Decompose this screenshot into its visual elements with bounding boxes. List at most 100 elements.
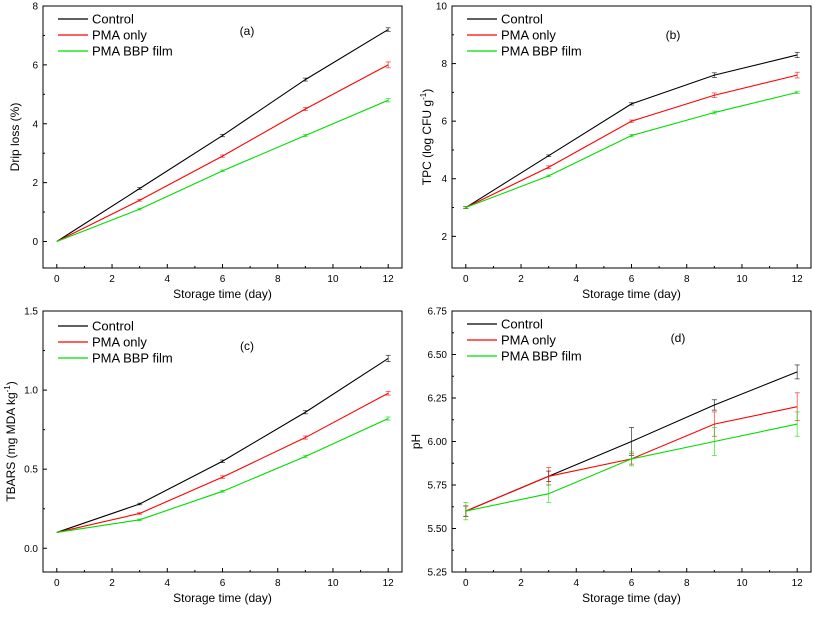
y-tick-label: 0.0 xyxy=(24,544,38,555)
y-tick-label: 6.50 xyxy=(428,350,448,361)
error-bar xyxy=(385,390,391,396)
error-bar xyxy=(629,119,634,123)
legend-label: Control xyxy=(501,12,543,27)
error-bar xyxy=(302,435,308,440)
x-tick-label: 2 xyxy=(518,578,524,589)
series-pma-bbp-film xyxy=(463,90,800,209)
error-bar xyxy=(463,501,469,521)
error-bar xyxy=(385,61,391,69)
error-bar xyxy=(220,475,225,479)
error-bar xyxy=(546,154,552,157)
y-tick-label: 1.0 xyxy=(24,386,38,397)
x-tick-label: 0 xyxy=(54,578,60,589)
x-tick-label: 12 xyxy=(383,274,395,285)
y-tick-label: 2 xyxy=(32,178,38,189)
legend-label: PMA only xyxy=(501,333,556,348)
x-tick-label: 2 xyxy=(109,274,115,285)
x-tick-label: 12 xyxy=(792,274,804,285)
x-axis-title: Storage time (day) xyxy=(173,287,272,301)
legend-label: PMA BBP film xyxy=(92,44,173,59)
y-tick-label: 6 xyxy=(441,117,447,128)
error-bar xyxy=(302,133,308,138)
panel-label: (b) xyxy=(666,28,681,42)
error-bar xyxy=(794,90,800,94)
error-bar xyxy=(302,77,308,82)
series-line xyxy=(465,74,798,209)
error-bar xyxy=(711,427,717,456)
error-bar xyxy=(546,165,552,170)
legend-label: PMA BBP film xyxy=(92,351,173,366)
x-tick-label: 2 xyxy=(518,274,524,285)
x-tick-label: 0 xyxy=(463,578,469,589)
legend-label: PMA BBP film xyxy=(501,349,582,364)
error-bar xyxy=(302,107,308,111)
error-bar xyxy=(137,502,143,506)
error-bar xyxy=(385,27,391,32)
error-bar xyxy=(711,110,717,115)
series-pma-bbp-film xyxy=(56,416,391,533)
x-axis-title: Storage time (day) xyxy=(582,591,681,605)
legend-label: Control xyxy=(92,319,134,334)
series-line xyxy=(56,64,389,243)
x-tick-label: 4 xyxy=(164,578,170,589)
x-tick-label: 8 xyxy=(275,274,281,285)
legend-label: PMA only xyxy=(92,335,147,350)
error-bar xyxy=(220,154,225,158)
chart-panel-c: 0 2 4 6 8 10 12 0.0 0.5 1.0 1.5 Storage time (day) T… xyxy=(3,307,403,605)
error-bar xyxy=(302,454,308,459)
error-bar xyxy=(137,207,143,211)
y-tick-label: 0.5 xyxy=(24,465,38,476)
x-tick-label: 8 xyxy=(275,578,281,589)
y-tick-label: 2 xyxy=(441,232,447,243)
chart-panel-d: 0 2 4 6 8 10 12 5.25 5.50 5.75 6.00 6.25 6.50 6.75 Sto… xyxy=(409,307,812,605)
error-bar xyxy=(629,134,634,138)
x-tick-label: 4 xyxy=(573,578,579,589)
error-bar xyxy=(220,133,225,138)
x-tick-label: 8 xyxy=(684,274,690,285)
y-tick-label: 4 xyxy=(32,119,38,130)
y-tick-label: 4 xyxy=(441,174,447,185)
error-bar xyxy=(629,427,634,456)
error-bar xyxy=(794,51,800,58)
series-pma-bbp-film xyxy=(463,411,800,521)
x-tick-label: 6 xyxy=(629,578,635,589)
y-tick-label: 10 xyxy=(436,2,448,13)
y-tick-label: 6.00 xyxy=(428,437,448,448)
x-tick-label: 0 xyxy=(54,274,60,285)
y-tick-label: 5.75 xyxy=(428,481,448,492)
y-tick-label: 8 xyxy=(32,2,38,13)
x-tick-label: 12 xyxy=(383,578,395,589)
series-control xyxy=(463,51,800,209)
error-bar xyxy=(220,489,225,493)
y-axis-title: pH xyxy=(409,434,423,449)
x-tick-label: 6 xyxy=(220,578,226,589)
panel-label: (c) xyxy=(240,339,254,353)
series-line xyxy=(465,91,798,209)
y-tick-label: 0 xyxy=(32,237,38,248)
series-pma-only xyxy=(56,390,391,533)
y-axis-title: Drip loss (%) xyxy=(8,103,22,172)
x-tick-label: 10 xyxy=(327,274,339,285)
y-axis-title: TPC (log CFU g-1) xyxy=(419,89,434,185)
x-tick-label: 2 xyxy=(109,578,115,589)
series-pma-bbp-film xyxy=(56,98,391,243)
x-tick-label: 6 xyxy=(629,274,635,285)
error-bar xyxy=(794,71,800,79)
series-control xyxy=(463,364,800,517)
error-bar xyxy=(629,102,634,106)
error-bar xyxy=(546,174,552,178)
error-bar xyxy=(137,187,143,190)
panel-label: (d) xyxy=(671,331,686,345)
series-line xyxy=(465,54,798,209)
error-bar xyxy=(546,484,552,503)
legend-label: Control xyxy=(501,317,543,332)
x-tick-label: 10 xyxy=(736,578,748,589)
x-tick-label: 4 xyxy=(164,274,170,285)
series-pma-only xyxy=(56,61,391,243)
